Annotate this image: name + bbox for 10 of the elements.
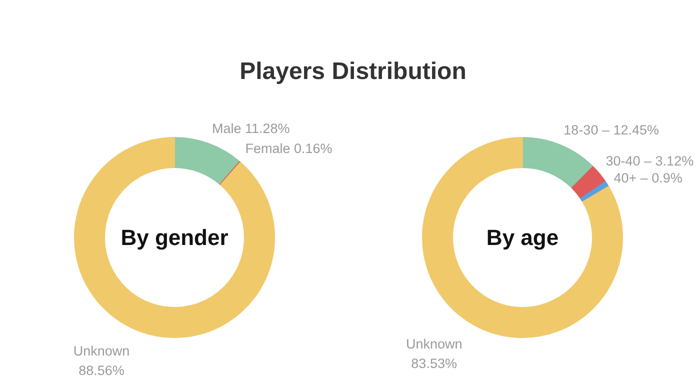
- slice-label: 18-30 – 12.45%: [564, 122, 659, 138]
- slice-label: Male 11.28%: [212, 121, 290, 136]
- slice-label: 30-40 – 3.12%: [606, 154, 694, 169]
- slice-label: Female 0.16%: [245, 140, 332, 156]
- slice-label: Unknown 88.56%: [73, 344, 130, 378]
- chart-title: Players Distribution: [240, 57, 466, 87]
- slice-label: 40+ – 0.9%: [614, 170, 682, 186]
- text: By age: [486, 225, 559, 250]
- text: By gender: [120, 225, 229, 250]
- slice-label: Unknown 83.53%: [406, 336, 462, 371]
